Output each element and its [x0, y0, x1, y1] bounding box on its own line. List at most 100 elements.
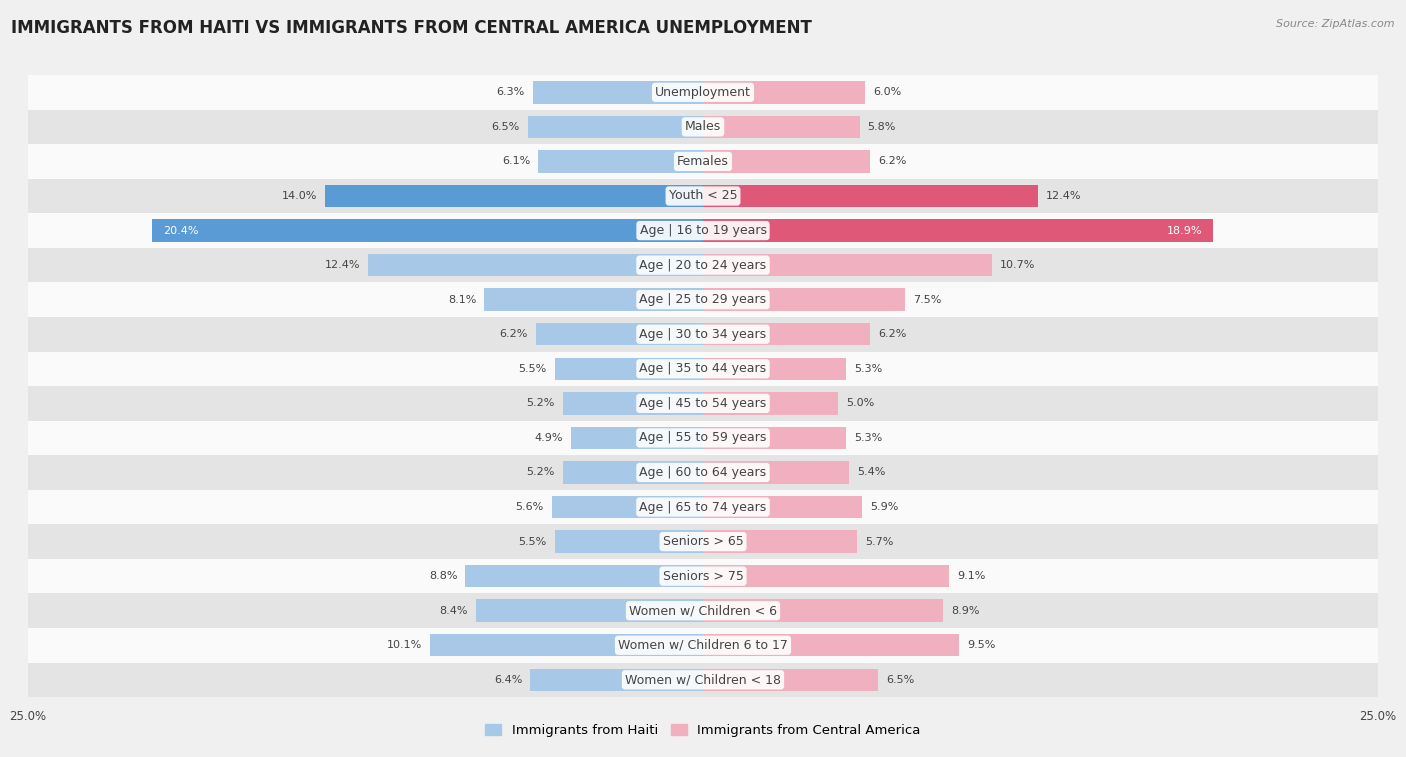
- Bar: [703, 81, 865, 104]
- Text: 5.3%: 5.3%: [855, 364, 883, 374]
- Bar: [703, 254, 991, 276]
- Text: Age | 20 to 24 years: Age | 20 to 24 years: [640, 259, 766, 272]
- Bar: [703, 288, 905, 311]
- Text: 6.2%: 6.2%: [879, 329, 907, 339]
- Bar: [703, 392, 838, 415]
- Bar: [28, 455, 1378, 490]
- Bar: [562, 392, 703, 415]
- Bar: [28, 628, 1378, 662]
- Text: Age | 30 to 34 years: Age | 30 to 34 years: [640, 328, 766, 341]
- Text: Women w/ Children < 18: Women w/ Children < 18: [626, 673, 780, 687]
- Text: 5.8%: 5.8%: [868, 122, 896, 132]
- Text: 9.5%: 9.5%: [967, 640, 995, 650]
- Text: Age | 35 to 44 years: Age | 35 to 44 years: [640, 363, 766, 375]
- Text: 7.5%: 7.5%: [914, 294, 942, 304]
- Text: Age | 60 to 64 years: Age | 60 to 64 years: [640, 466, 766, 479]
- Text: 6.5%: 6.5%: [491, 122, 519, 132]
- Bar: [703, 461, 849, 484]
- Bar: [28, 317, 1378, 351]
- Bar: [484, 288, 703, 311]
- Bar: [28, 110, 1378, 144]
- Text: 18.9%: 18.9%: [1167, 226, 1202, 235]
- Bar: [28, 179, 1378, 213]
- Text: 14.0%: 14.0%: [281, 191, 316, 201]
- Bar: [538, 150, 703, 173]
- Bar: [28, 75, 1378, 110]
- Text: Age | 55 to 59 years: Age | 55 to 59 years: [640, 431, 766, 444]
- Bar: [703, 116, 859, 138]
- Bar: [28, 144, 1378, 179]
- Bar: [571, 427, 703, 449]
- Text: Age | 25 to 29 years: Age | 25 to 29 years: [640, 293, 766, 306]
- Bar: [152, 220, 703, 241]
- Text: Age | 16 to 19 years: Age | 16 to 19 years: [640, 224, 766, 237]
- Text: 10.1%: 10.1%: [387, 640, 422, 650]
- Text: 5.7%: 5.7%: [865, 537, 893, 547]
- Text: 4.9%: 4.9%: [534, 433, 562, 443]
- Text: Source: ZipAtlas.com: Source: ZipAtlas.com: [1277, 19, 1395, 29]
- Bar: [28, 490, 1378, 525]
- Bar: [562, 461, 703, 484]
- Bar: [703, 565, 949, 587]
- Text: Seniors > 65: Seniors > 65: [662, 535, 744, 548]
- Bar: [325, 185, 703, 207]
- Text: Males: Males: [685, 120, 721, 133]
- Text: 5.9%: 5.9%: [870, 502, 898, 512]
- Bar: [703, 323, 870, 345]
- Text: 9.1%: 9.1%: [956, 571, 986, 581]
- Text: 6.1%: 6.1%: [502, 157, 530, 167]
- Bar: [28, 213, 1378, 248]
- Bar: [465, 565, 703, 587]
- Text: 5.0%: 5.0%: [846, 398, 875, 408]
- Bar: [703, 220, 1213, 241]
- Text: 8.1%: 8.1%: [449, 294, 477, 304]
- Bar: [28, 593, 1378, 628]
- Bar: [703, 357, 846, 380]
- Text: 5.4%: 5.4%: [856, 468, 886, 478]
- Bar: [703, 531, 856, 553]
- Text: 5.6%: 5.6%: [516, 502, 544, 512]
- Bar: [530, 668, 703, 691]
- Bar: [28, 248, 1378, 282]
- Bar: [533, 81, 703, 104]
- Text: 8.8%: 8.8%: [429, 571, 457, 581]
- Bar: [551, 496, 703, 519]
- Bar: [536, 323, 703, 345]
- Bar: [430, 634, 703, 656]
- Text: 12.4%: 12.4%: [1046, 191, 1081, 201]
- Bar: [703, 496, 862, 519]
- Text: 5.2%: 5.2%: [526, 468, 554, 478]
- Bar: [703, 185, 1038, 207]
- Text: 6.0%: 6.0%: [873, 87, 901, 98]
- Text: Age | 65 to 74 years: Age | 65 to 74 years: [640, 500, 766, 513]
- Bar: [703, 668, 879, 691]
- Text: 8.4%: 8.4%: [440, 606, 468, 615]
- Text: Unemployment: Unemployment: [655, 86, 751, 99]
- Text: Seniors > 75: Seniors > 75: [662, 570, 744, 583]
- Bar: [703, 634, 959, 656]
- Bar: [28, 282, 1378, 317]
- Text: 12.4%: 12.4%: [325, 260, 360, 270]
- Bar: [554, 531, 703, 553]
- Text: 6.2%: 6.2%: [879, 157, 907, 167]
- Text: 10.7%: 10.7%: [1000, 260, 1035, 270]
- Bar: [703, 600, 943, 622]
- Bar: [28, 525, 1378, 559]
- Text: 5.2%: 5.2%: [526, 398, 554, 408]
- Text: Females: Females: [678, 155, 728, 168]
- Bar: [703, 150, 870, 173]
- Bar: [28, 662, 1378, 697]
- Bar: [527, 116, 703, 138]
- Text: 5.5%: 5.5%: [519, 537, 547, 547]
- Bar: [368, 254, 703, 276]
- Text: 8.9%: 8.9%: [952, 606, 980, 615]
- Text: 6.4%: 6.4%: [494, 674, 522, 685]
- Legend: Immigrants from Haiti, Immigrants from Central America: Immigrants from Haiti, Immigrants from C…: [479, 718, 927, 742]
- Text: 6.2%: 6.2%: [499, 329, 527, 339]
- Text: IMMIGRANTS FROM HAITI VS IMMIGRANTS FROM CENTRAL AMERICA UNEMPLOYMENT: IMMIGRANTS FROM HAITI VS IMMIGRANTS FROM…: [11, 19, 813, 37]
- Bar: [477, 600, 703, 622]
- Bar: [554, 357, 703, 380]
- Bar: [28, 386, 1378, 421]
- Text: Women w/ Children 6 to 17: Women w/ Children 6 to 17: [619, 639, 787, 652]
- Text: 5.3%: 5.3%: [855, 433, 883, 443]
